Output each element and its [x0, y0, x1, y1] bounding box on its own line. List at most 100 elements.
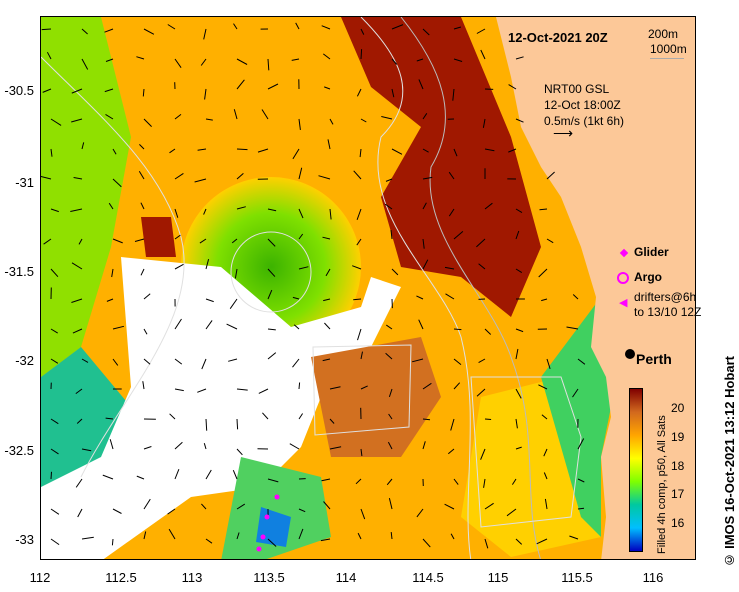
drifters-legend-line1: drifters@6h [634, 290, 697, 304]
current-vector [543, 448, 548, 457]
current-vector [416, 58, 424, 62]
footer-text: IMOS 16-Oct-2021 13:12 Hobart [722, 356, 737, 550]
current-vector [81, 142, 85, 150]
current-vector [360, 28, 365, 35]
current-vector [50, 358, 59, 364]
current-vector [329, 386, 341, 390]
current-vector [385, 178, 393, 182]
current-vector [236, 58, 248, 65]
current-vector [197, 388, 207, 393]
current-vector [539, 208, 548, 211]
current-vector [478, 263, 486, 270]
ssh-contour-box [312, 344, 412, 436]
current-vector [452, 88, 455, 101]
current-legend-arrow-icon: ⟶ [553, 125, 574, 141]
current-vector [484, 148, 495, 152]
current-vector [142, 88, 145, 97]
current-vector [324, 322, 331, 330]
current-vector [136, 56, 145, 60]
scale-200-label: 200m [648, 27, 679, 41]
current-vector [143, 446, 152, 450]
current-vector [515, 538, 523, 545]
current-vector [199, 238, 207, 244]
current-vector [236, 206, 246, 210]
current-vector [484, 538, 489, 549]
current-vector [174, 263, 184, 270]
current-vector [384, 203, 393, 210]
current-vector [194, 178, 207, 183]
current-vector [390, 532, 393, 540]
x-tick-label: 115 [487, 570, 509, 585]
current-vector [515, 268, 523, 274]
current-vector [546, 238, 554, 244]
current-vector [205, 258, 210, 270]
current-vector [231, 238, 238, 244]
colorbar-caption: Filled 4h comp, p50, All Sats [656, 415, 668, 554]
current-vector [136, 475, 145, 480]
current-vector [453, 478, 459, 485]
current-vector [50, 538, 60, 546]
current-vector [102, 474, 114, 480]
current-vector [391, 88, 395, 98]
current-vector [482, 118, 486, 128]
current-vector [422, 441, 426, 450]
current-vector [422, 148, 429, 153]
current-vector [353, 298, 362, 301]
current-vector [298, 167, 303, 180]
current-vector [515, 446, 522, 450]
argo-legend-label: Argo [634, 270, 662, 284]
current-vector [205, 320, 213, 330]
current-vector [104, 88, 114, 93]
current-vector [515, 208, 523, 214]
current-vector [81, 58, 89, 70]
current-vector [515, 230, 520, 240]
x-tick-label: 112.5 [105, 570, 137, 585]
current-vector [329, 208, 332, 220]
current-vector [450, 533, 455, 540]
current-vector [78, 238, 83, 245]
current-vector [298, 413, 304, 420]
current-vector [572, 294, 579, 300]
current-vector [76, 418, 83, 424]
current-vector [543, 472, 548, 480]
current-vector [174, 58, 182, 68]
current-vector [105, 113, 114, 120]
current-vector [422, 382, 432, 390]
current-vector [445, 293, 455, 300]
current-vector [267, 208, 277, 212]
current-vector [236, 388, 248, 391]
x-tick-label: 113 [181, 570, 203, 585]
current-vector [71, 298, 83, 303]
current-vector [360, 351, 363, 360]
current-vector [71, 118, 83, 123]
current-vector [267, 58, 270, 71]
current-vector [234, 268, 238, 279]
current-vector [50, 148, 53, 157]
current-vector [267, 83, 279, 90]
current-vector [50, 328, 58, 334]
current-vector [453, 382, 461, 390]
current-vector [544, 498, 548, 510]
current-vector [325, 268, 331, 277]
current-vector [391, 24, 404, 30]
current-vector [50, 208, 59, 213]
current-vector [322, 53, 331, 60]
current-vector [444, 503, 455, 510]
current-vector [104, 28, 114, 33]
current-vector [267, 538, 277, 547]
current-vector [174, 318, 182, 330]
current-vector [360, 448, 363, 457]
current-legend-line2: 12-Oct 18:00Z [544, 98, 621, 112]
current-vector [140, 268, 145, 276]
current-vector [203, 28, 207, 40]
current-vector [360, 385, 368, 390]
current-vector [205, 538, 213, 544]
current-vector [422, 176, 433, 180]
current-vector [536, 538, 548, 545]
sst-south-green [221, 457, 331, 559]
current-vector [453, 231, 464, 240]
current-vector [201, 358, 207, 370]
x-tick-label: 115.5 [561, 570, 593, 585]
current-vector [200, 58, 207, 66]
current-vector [295, 22, 300, 30]
